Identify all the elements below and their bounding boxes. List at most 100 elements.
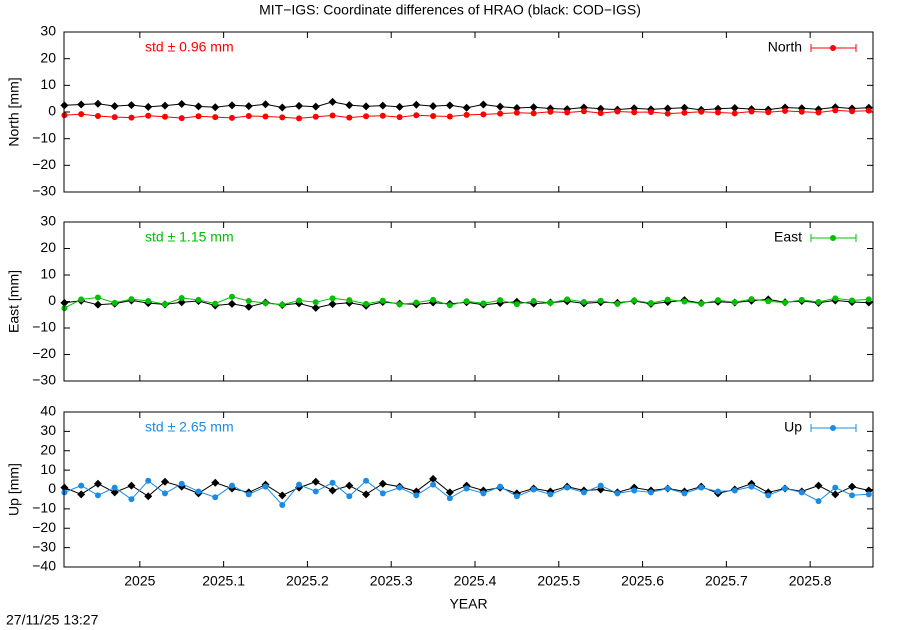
data-point xyxy=(430,481,437,488)
x-tick-label: 2025.4 xyxy=(454,573,497,589)
data-point xyxy=(446,113,453,120)
data-point xyxy=(530,297,537,304)
data-point xyxy=(93,300,102,309)
y-axis-label: Up [mm] xyxy=(6,463,22,516)
data-point xyxy=(664,296,671,303)
data-point xyxy=(815,498,822,505)
data-point xyxy=(262,300,269,307)
data-point xyxy=(463,298,470,305)
data-point xyxy=(110,488,119,497)
data-point xyxy=(815,109,822,116)
data-point xyxy=(832,484,839,491)
data-point xyxy=(111,299,118,306)
data-point xyxy=(463,485,470,492)
data-point xyxy=(413,492,420,499)
y-axis-label: North [mm] xyxy=(6,77,22,146)
data-point xyxy=(580,108,587,115)
data-point xyxy=(77,100,86,109)
data-point xyxy=(178,480,185,487)
data-point xyxy=(680,103,689,112)
data-point xyxy=(194,102,203,111)
data-point xyxy=(496,102,505,111)
data-point xyxy=(748,296,755,303)
data-point xyxy=(848,482,857,491)
data-point xyxy=(328,300,337,309)
y-axis-label: East [mm] xyxy=(6,270,22,333)
data-point xyxy=(631,297,638,304)
data-point xyxy=(178,295,185,302)
data-point xyxy=(328,97,337,106)
y-tick-label: 20 xyxy=(40,239,56,255)
data-point xyxy=(94,492,101,499)
data-point xyxy=(160,101,169,110)
data-point xyxy=(311,102,320,111)
data-point xyxy=(279,114,286,121)
data-point xyxy=(177,100,186,108)
data-point xyxy=(698,108,705,115)
series xyxy=(61,477,872,508)
data-point xyxy=(378,101,387,110)
data-point xyxy=(714,297,721,304)
data-point xyxy=(93,99,102,108)
data-point xyxy=(748,483,755,490)
y-tick-label: −30 xyxy=(32,538,56,554)
data-point xyxy=(497,483,504,490)
data-point xyxy=(614,300,621,307)
data-point xyxy=(362,490,371,499)
data-point xyxy=(345,481,354,490)
data-point xyxy=(798,489,805,496)
data-point xyxy=(681,490,688,497)
data-point xyxy=(311,477,320,486)
data-point xyxy=(244,302,253,311)
y-tick-label: 10 xyxy=(40,461,56,477)
data-point xyxy=(127,101,136,110)
x-tick-label: 2025.6 xyxy=(621,573,664,589)
data-point xyxy=(865,491,872,498)
data-point xyxy=(128,114,135,121)
data-point xyxy=(144,102,153,111)
y-tick-label: 30 xyxy=(40,23,56,39)
data-point xyxy=(462,103,471,112)
data-point xyxy=(178,115,185,122)
data-point xyxy=(765,109,772,116)
data-point xyxy=(93,479,102,488)
data-point xyxy=(814,481,823,490)
data-point xyxy=(497,110,504,117)
data-point xyxy=(396,114,403,121)
data-point xyxy=(614,108,621,115)
data-point xyxy=(279,301,286,308)
data-point xyxy=(547,108,554,115)
data-point xyxy=(346,493,353,500)
data-point xyxy=(311,303,320,312)
plot-frame xyxy=(63,221,874,382)
data-point xyxy=(413,112,420,119)
data-point xyxy=(363,113,370,120)
legend-marker xyxy=(830,425,836,431)
data-point xyxy=(865,296,872,303)
series xyxy=(61,107,872,122)
data-point xyxy=(211,103,220,112)
data-point xyxy=(765,298,772,305)
data-point xyxy=(647,300,654,307)
data-point xyxy=(513,301,520,308)
data-point xyxy=(262,483,269,490)
chart-title: MIT−IGS: Coordinate differences of HRAO … xyxy=(259,2,641,18)
data-point xyxy=(714,109,721,116)
data-point xyxy=(278,491,287,500)
annotation: std ± 2.65 mm xyxy=(145,419,234,435)
data-point xyxy=(78,296,85,303)
x-tick-label: 2025.8 xyxy=(789,573,832,589)
legend-label: North xyxy=(768,39,802,55)
data-point xyxy=(445,101,454,110)
data-point xyxy=(480,490,487,497)
y-tick-label: 40 xyxy=(40,403,56,419)
data-point xyxy=(831,490,840,499)
data-point xyxy=(564,109,571,116)
data-point xyxy=(145,112,152,119)
data-point xyxy=(77,490,86,499)
data-point xyxy=(564,484,571,491)
data-point xyxy=(647,109,654,115)
data-point xyxy=(597,297,604,304)
data-point xyxy=(782,107,789,114)
data-point xyxy=(547,299,554,306)
